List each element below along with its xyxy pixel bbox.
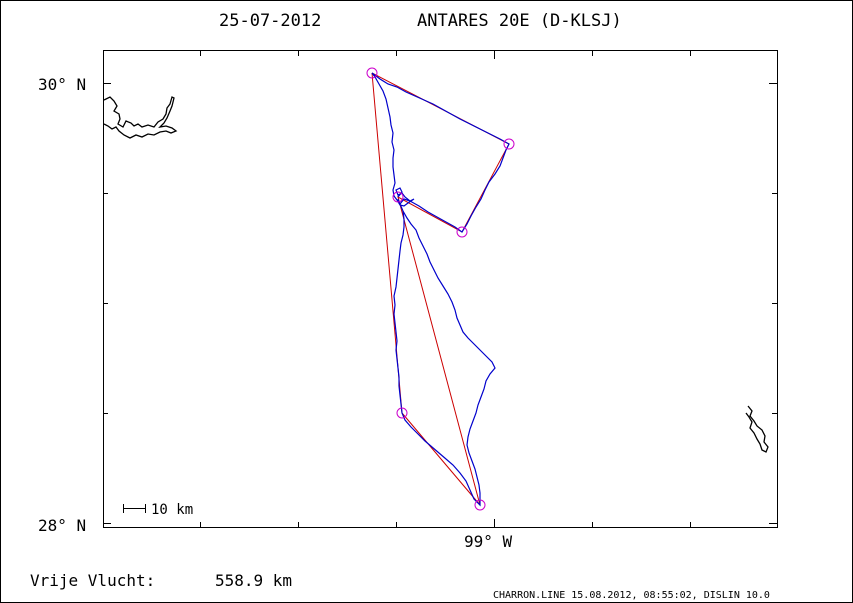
flight-date: 25-07-2012 — [219, 11, 321, 31]
aircraft-title: ANTARES 20E (D-KLSJ) — [417, 11, 622, 31]
turnpoint-4 — [396, 407, 408, 419]
turnpoints — [366, 67, 515, 511]
credit-line: CHARRON.LINE 15.08.2012, 08:55:02, DISLI… — [493, 590, 770, 601]
scale-bar — [123, 504, 146, 513]
lat-bottom-label: 28° N — [38, 516, 86, 535]
distance-value: 558.9 km — [215, 571, 292, 590]
lat-top-label: 30° N — [38, 75, 86, 94]
lon-label: 99° W — [464, 532, 513, 551]
turnpoint-start — [392, 191, 404, 203]
coastline-upper-left — [103, 96, 178, 139]
turnpoint-5 — [474, 499, 486, 511]
scale-bar-label: 10 km — [151, 502, 193, 518]
distance-label: Vrije Vlucht: — [30, 571, 155, 590]
left-ticks — [103, 83, 111, 524]
right-ticks — [769, 83, 777, 524]
top-ticks — [200, 51, 691, 59]
turnpoint-2 — [503, 138, 515, 150]
gps-track — [371, 72, 510, 507]
turnpoint-1 — [366, 67, 378, 79]
turnpoint-3 — [456, 226, 468, 238]
coastline-lower-right — [745, 405, 769, 453]
bottom-ticks — [200, 519, 691, 527]
map-frame — [103, 50, 778, 528]
